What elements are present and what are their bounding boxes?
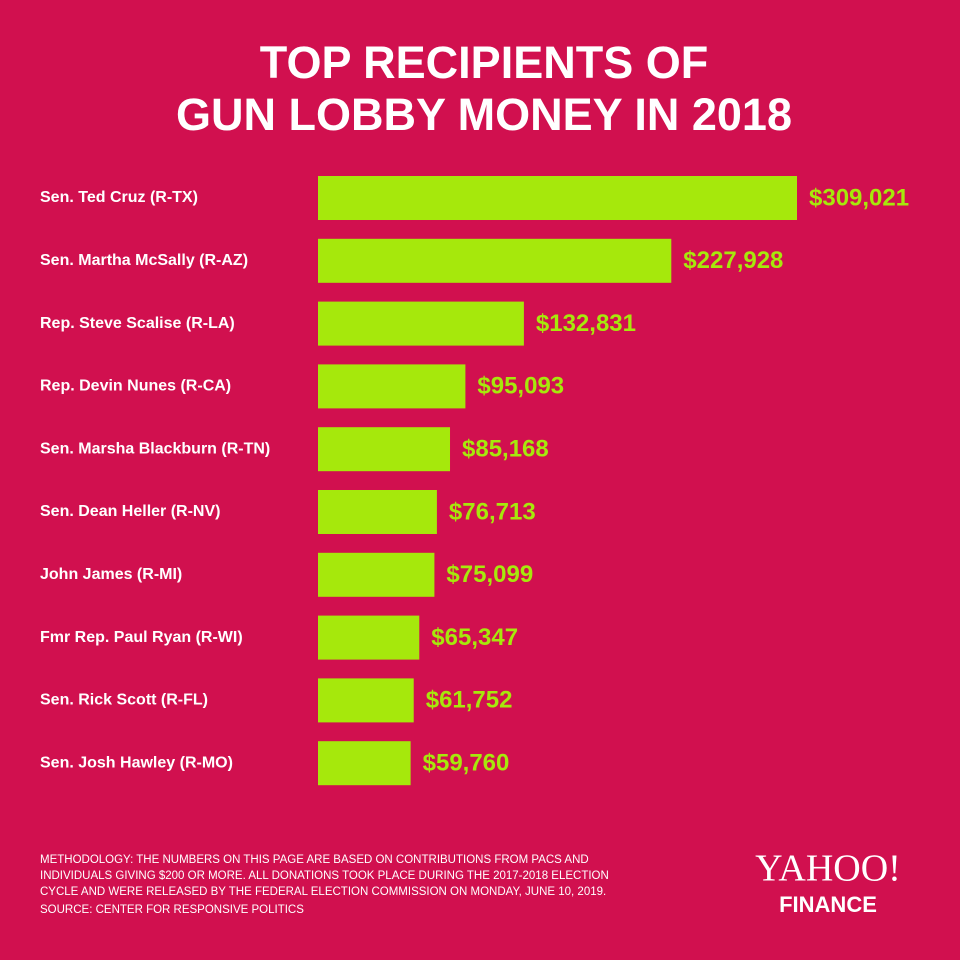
chart-title: TOP RECIPIENTS OF: [260, 37, 708, 88]
bar: [318, 427, 451, 472]
bar: [318, 176, 797, 220]
category-label: Sen. Dean Heller (R-NV): [40, 503, 220, 520]
footnote: INDIVIDUALS GIVING $200 OR MORE. ALL DON…: [40, 870, 609, 882]
value-label: $309,021: [809, 184, 909, 211]
category-label: Rep. Steve Scalise (R-LA): [40, 315, 235, 332]
category-label: Sen. Ted Cruz (R-TX): [40, 189, 198, 206]
bar: [318, 301, 524, 346]
footnote: METHODOLOGY: THE NUMBERS ON THIS PAGE AR…: [40, 854, 589, 866]
bar: [318, 490, 437, 534]
value-label: $61,752: [426, 687, 513, 714]
bar: [318, 615, 420, 660]
bar: [318, 678, 414, 723]
category-label: Sen. Josh Hawley (R-MO): [40, 754, 233, 771]
value-label: $132,831: [536, 310, 636, 337]
category-label: Sen. Martha McSally (R-AZ): [40, 252, 248, 269]
chart-title: GUN LOBBY MONEY IN 2018: [176, 89, 792, 140]
logo: FINANCE: [779, 892, 877, 917]
value-label: $59,760: [423, 750, 510, 777]
category-label: Sen. Marsha Blackburn (R-TN): [40, 440, 270, 457]
bar: [318, 552, 435, 597]
bar: [318, 741, 411, 786]
value-label: $75,099: [446, 561, 533, 588]
logo: YAHOO!: [755, 848, 901, 890]
bar: [318, 364, 466, 409]
value-label: $65,347: [431, 624, 518, 651]
footnote: CYCLE AND WERE RELEASED BY THE FEDERAL E…: [40, 886, 606, 898]
category-label: Sen. Rick Scott (R-FL): [40, 692, 208, 709]
category-label: John James (R-MI): [40, 566, 182, 583]
value-label: $85,168: [462, 436, 549, 463]
category-label: Rep. Devin Nunes (R-CA): [40, 378, 231, 395]
value-label: $95,093: [477, 373, 564, 400]
bar: [318, 238, 672, 283]
category-label: Fmr Rep. Paul Ryan (R-WI): [40, 629, 243, 646]
value-label: $227,928: [683, 247, 783, 274]
footnote: SOURCE: CENTER FOR RESPONSIVE POLITICS: [40, 904, 304, 916]
value-label: $76,713: [449, 498, 536, 525]
